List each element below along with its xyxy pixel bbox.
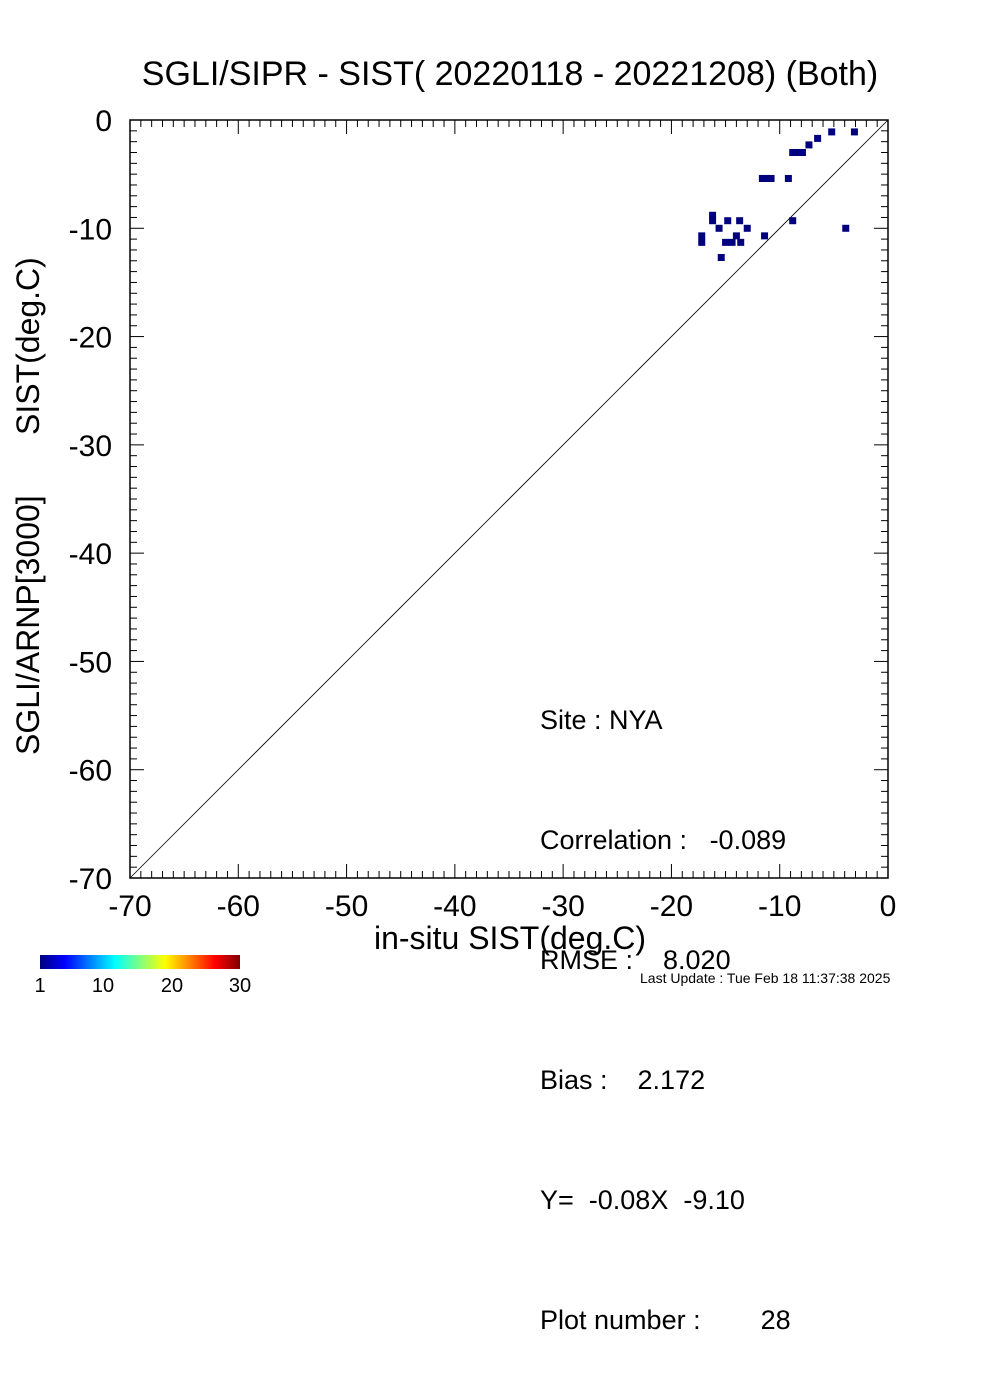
y-tick-label: -50 xyxy=(69,646,112,679)
chart-title: SGLI/SIPR - SIST( 20220118 - 20221208) (… xyxy=(141,55,879,93)
data-point xyxy=(724,217,732,225)
data-point xyxy=(717,254,725,262)
data-point xyxy=(743,224,751,232)
data-point xyxy=(789,217,797,225)
y-tick-label: -30 xyxy=(69,430,112,463)
y-tick-label: 0 xyxy=(95,105,112,138)
colorbar-tick-label: 1 xyxy=(34,975,46,997)
data-point xyxy=(758,174,766,182)
data-point xyxy=(767,174,775,182)
stats-regression: Y= -0.08X -9.10 xyxy=(540,1185,745,1215)
x-tick-label: -20 xyxy=(650,890,693,923)
x-tick-label: -30 xyxy=(541,890,584,923)
y-tick-label: -20 xyxy=(69,322,112,355)
colorbar xyxy=(40,955,240,969)
x-tick-label: -70 xyxy=(108,890,151,923)
data-point xyxy=(737,238,745,246)
stats-plot-number: Plot number : 28 xyxy=(540,1305,791,1335)
y-tick-label: -60 xyxy=(69,755,112,788)
x-tick-label: -60 xyxy=(217,890,260,923)
data-point xyxy=(736,217,744,225)
data-point xyxy=(715,224,723,232)
one-to-one-line xyxy=(129,119,889,879)
data-point xyxy=(728,238,736,246)
stats-panel: Site : NYA Correlation : -0.089 RMSE : 8… xyxy=(540,620,791,1380)
y-tick-label: -70 xyxy=(69,863,112,896)
y-axis-label-line1: SGLI/ARNP[3000] xyxy=(10,495,46,755)
data-point xyxy=(805,141,813,149)
x-tick-label: -40 xyxy=(433,890,476,923)
data-point xyxy=(828,128,836,136)
y-tick-label: -10 xyxy=(69,213,112,246)
data-point xyxy=(850,128,858,136)
x-tick-label: -50 xyxy=(325,890,368,923)
data-point xyxy=(709,211,717,219)
colorbar-tick-label: 30 xyxy=(228,975,252,997)
data-point xyxy=(722,238,730,246)
x-tick-label: -10 xyxy=(758,890,801,923)
data-point xyxy=(796,148,804,156)
last-update-text: Last Update : Tue Feb 18 11:37:38 2025 xyxy=(640,970,891,986)
data-point xyxy=(814,134,822,142)
data-point xyxy=(732,232,740,240)
stats-correlation: Correlation : -0.089 xyxy=(540,825,787,855)
stats-rmse: RMSE : 8.020 xyxy=(540,945,731,975)
stats-bias: Bias : 2.172 xyxy=(540,1065,706,1095)
data-point xyxy=(709,217,717,225)
data-point xyxy=(784,174,792,182)
data-point xyxy=(761,232,769,240)
data-point xyxy=(789,148,797,156)
data-point xyxy=(698,238,706,246)
data-point xyxy=(842,224,850,232)
data-point xyxy=(698,232,706,240)
x-axis-label: in-situ SIST(deg.C) xyxy=(373,920,647,956)
x-tick-label: 0 xyxy=(880,890,897,923)
colorbar-tick-label: 20 xyxy=(160,975,184,997)
y-tick-label: -40 xyxy=(69,538,112,571)
scatter-plot: -70 -60 -50 -40 -30 -20 -10 0 -70 -60 -50 -40 -30 -20… xyxy=(40,105,897,969)
y-axis-label-line2: SIST(deg.C) xyxy=(10,257,46,435)
stats-site: Site : NYA xyxy=(540,705,663,735)
colorbar-tick-label: 10 xyxy=(91,975,115,997)
